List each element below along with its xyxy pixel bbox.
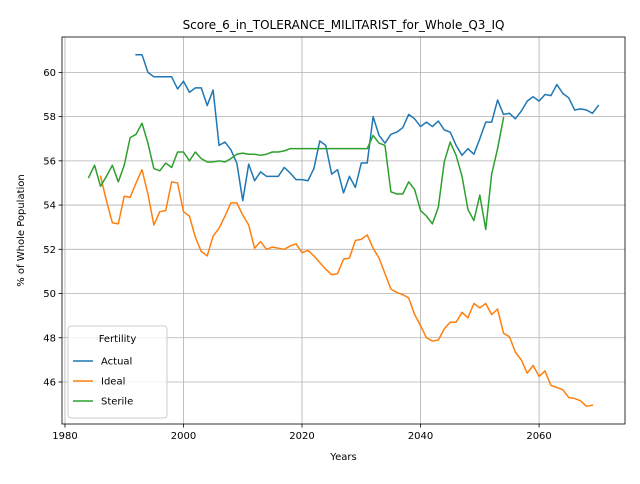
legend-label-sterile: Sterile — [101, 397, 133, 408]
y-axis-label: % of Whole Population — [16, 174, 27, 287]
y-tick-label: 54 — [43, 201, 56, 212]
grid — [62, 37, 625, 424]
x-axis-label: Years — [329, 452, 356, 463]
x-tick-label: 1980 — [52, 431, 77, 442]
legend: Fertility Actual Ideal Sterile — [67, 325, 168, 419]
y-tick-label: 48 — [43, 333, 56, 344]
chart-title: Score_6_in_TOLERANCE_MILITARIST_for_Whol… — [183, 18, 505, 32]
x-tick-label: 2020 — [289, 431, 314, 442]
ticks: 1980 2000 2020 2040 2060 46 48 50 52 54 56 58 60 — [43, 68, 552, 442]
series-line-actual — [135, 53, 600, 202]
legend-label-ideal: Ideal — [101, 377, 125, 388]
legend-label-actual: Actual — [101, 357, 132, 368]
y-tick-label: 52 — [43, 245, 56, 256]
y-tick-label: 56 — [43, 156, 56, 167]
y-tick-label: 60 — [43, 68, 56, 79]
x-tick-label: 2000 — [171, 431, 196, 442]
x-tick-label: 2060 — [526, 431, 551, 442]
y-tick-label: 46 — [43, 377, 56, 388]
series-lines — [87, 53, 600, 408]
legend-entries: Actual Ideal Sterile — [73, 357, 133, 408]
series-line-sterile — [87, 116, 505, 231]
plot-frame — [61, 36, 626, 425]
series-line-ideal — [99, 168, 594, 408]
y-tick-label: 58 — [43, 112, 56, 123]
y-tick-label: 50 — [43, 289, 56, 300]
legend-box — [67, 325, 168, 419]
x-tick-label: 2040 — [408, 431, 433, 442]
legend-title: Fertility — [99, 334, 137, 345]
